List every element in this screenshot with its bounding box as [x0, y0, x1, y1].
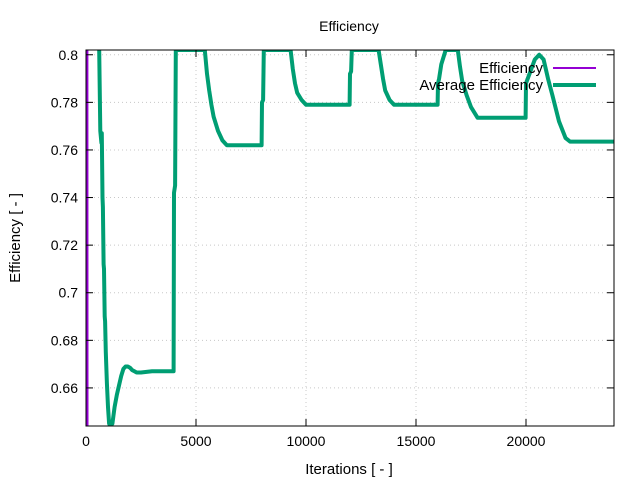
- x-axis-title: Iterations [ - ]: [305, 461, 393, 478]
- y-tick-label: 0.74: [51, 190, 78, 206]
- chart-title: Efficiency: [319, 18, 379, 34]
- legend-label-efficiency: Efficiency: [479, 60, 543, 77]
- legend-label-average-efficiency: Average Efficiency: [419, 77, 543, 94]
- y-tick-label: 0.68: [51, 332, 78, 348]
- x-tick-label: 10000: [287, 433, 326, 449]
- axis-tick-labels: 0 5000 10000 15000 20000 0.66 0.68 0.7 0.72 0.74 0…: [51, 47, 546, 449]
- y-tick-label: 0.78: [51, 94, 78, 110]
- y-axis-title: Efficiency [ - ]: [7, 193, 24, 283]
- x-tick-label: 5000: [180, 433, 211, 449]
- y-tick-label: 0.66: [51, 380, 78, 396]
- series-layer: [86, 50, 614, 426]
- y-tick-label: 0.8: [59, 47, 79, 63]
- x-tick-label: 15000: [397, 433, 436, 449]
- y-tick-label: 0.72: [51, 237, 78, 253]
- series-line-average-efficiency: [97, 50, 614, 426]
- legend: Efficiency Average Efficiency: [419, 60, 596, 94]
- plot-frame: [85, 49, 615, 427]
- y-tick-label: 0.7: [59, 285, 79, 301]
- y-tick-label: 0.76: [51, 142, 78, 158]
- axis-ticks: [85, 50, 614, 426]
- x-tick-label: 0: [82, 433, 90, 449]
- x-tick-label: 20000: [507, 433, 546, 449]
